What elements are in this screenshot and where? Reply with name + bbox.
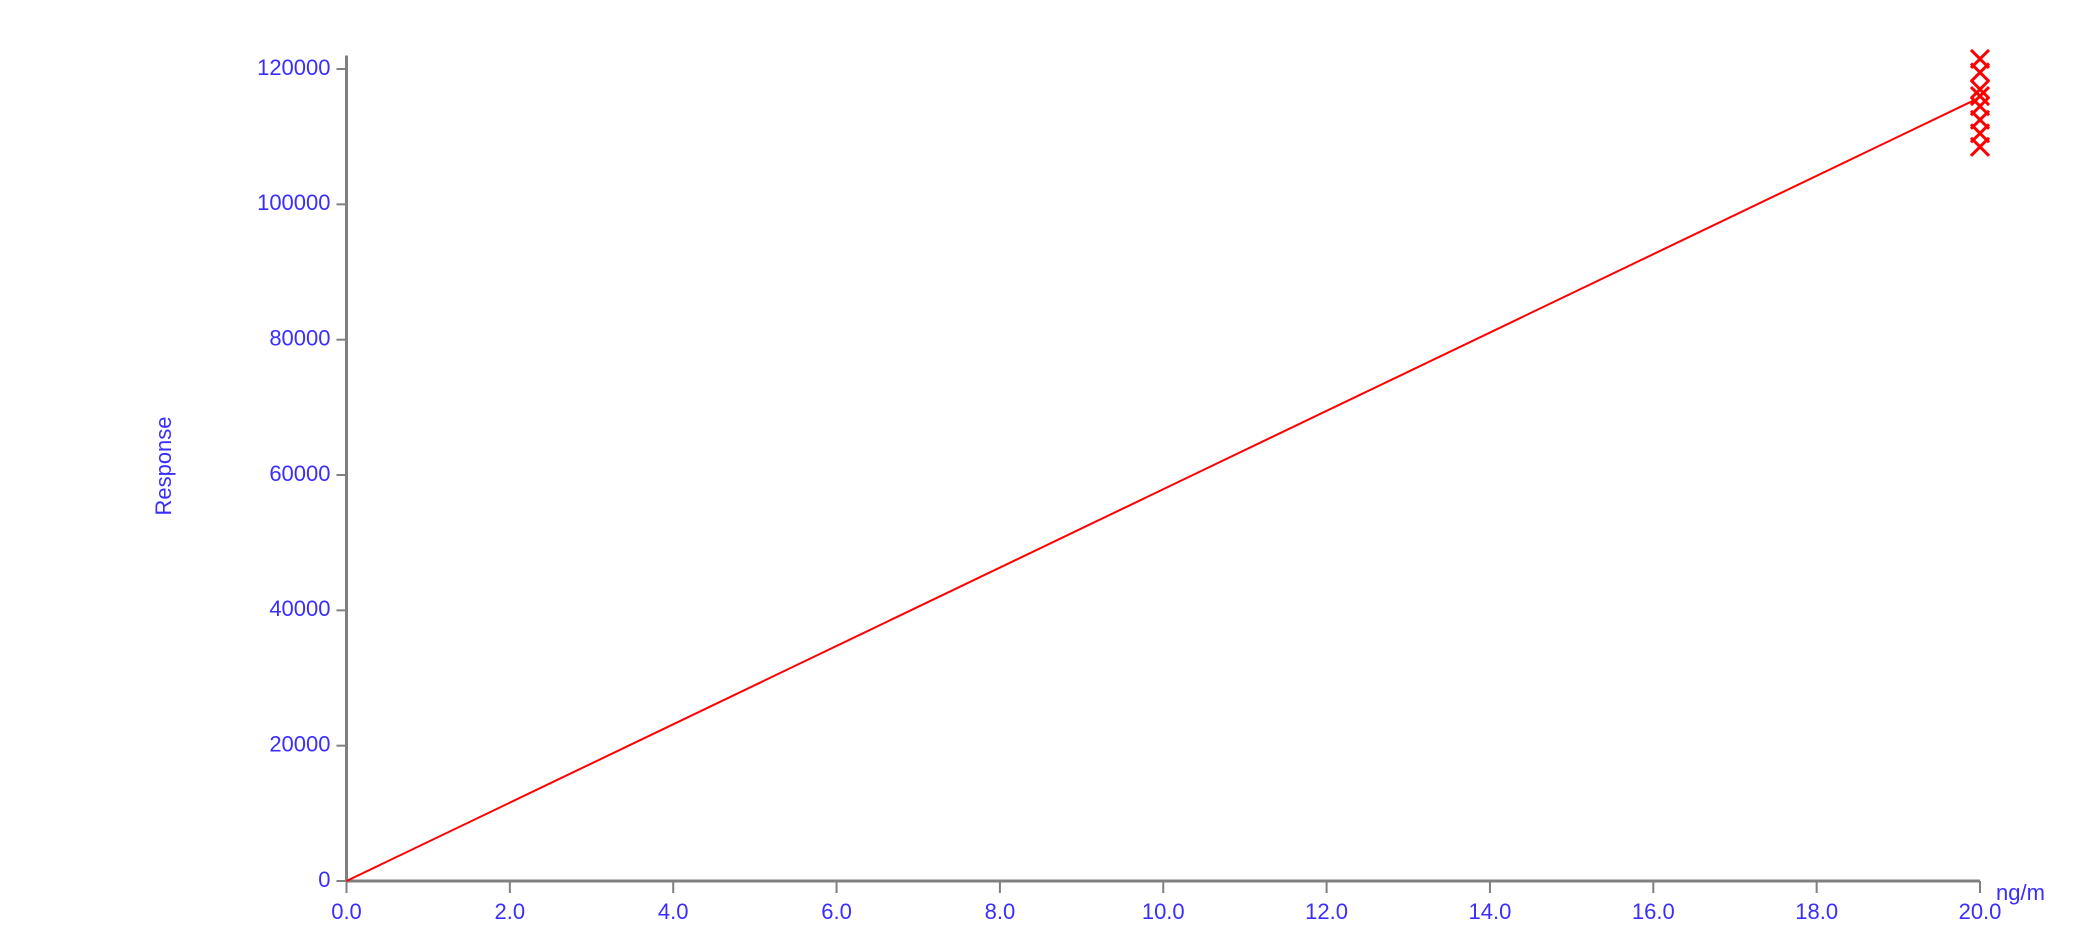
x-tick-label: 18.0 bbox=[1795, 899, 1838, 924]
y-tick-label: 20000 bbox=[269, 731, 330, 756]
x-tick-label: 0.0 bbox=[331, 899, 362, 924]
x-tick-label: 12.0 bbox=[1305, 899, 1348, 924]
y-tick-label: 0 bbox=[318, 867, 330, 892]
x-tick-label: 4.0 bbox=[658, 899, 689, 924]
x-tick-label: 20.0 bbox=[1959, 899, 2002, 924]
data-point bbox=[1969, 62, 1991, 83]
y-axis-label: Response bbox=[151, 416, 176, 515]
y-tick-label: 100000 bbox=[257, 190, 330, 215]
fit-line bbox=[346, 96, 1981, 882]
x-tick-label: 14.0 bbox=[1469, 899, 1512, 924]
y-tick-label: 80000 bbox=[269, 326, 330, 351]
x-tick-label: 8.0 bbox=[985, 899, 1016, 924]
y-tick-label: 60000 bbox=[269, 461, 330, 486]
y-tick-label: 40000 bbox=[269, 596, 330, 621]
x-tick-label: 6.0 bbox=[821, 899, 852, 924]
x-tick-label: 16.0 bbox=[1632, 899, 1675, 924]
data-point bbox=[1969, 79, 1991, 100]
x-tick-label: 2.0 bbox=[495, 899, 526, 924]
x-tick-label: 10.0 bbox=[1142, 899, 1185, 924]
y-tick-label: 120000 bbox=[257, 55, 330, 80]
x-axis-label: ng/m bbox=[1996, 880, 2045, 905]
data-point bbox=[1969, 136, 1991, 157]
